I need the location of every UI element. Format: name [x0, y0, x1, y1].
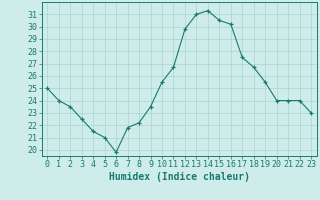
X-axis label: Humidex (Indice chaleur): Humidex (Indice chaleur) [109, 172, 250, 182]
